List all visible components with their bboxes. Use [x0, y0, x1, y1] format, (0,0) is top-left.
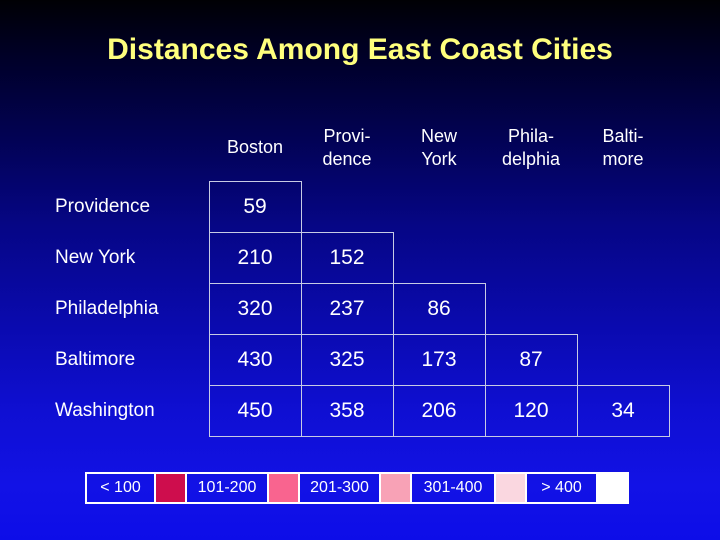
empty-cell: [485, 181, 577, 232]
matrix-row-washington: Washington 450 358 206 120 34: [55, 384, 670, 437]
slide-title: Distances Among East Coast Cities: [107, 33, 613, 66]
distance-cell-baltimore-philadelphia: 87: [484, 333, 578, 386]
distance-cell-philadelphia-new-york: 86: [392, 282, 486, 335]
distance-cell-washington-baltimore: 34: [576, 384, 670, 437]
legend-label-301-400: 301-400: [423, 479, 483, 496]
legend-label-201-300: 201-300: [310, 479, 369, 496]
row-label-baltimore: Baltimore: [55, 348, 136, 370]
distance-cell-baltimore-providence: 325: [300, 333, 394, 386]
row-label-washington: Washington: [55, 399, 155, 421]
row-label-philadelphia: Philadelphia: [55, 297, 159, 319]
matrix-corner-cell: [55, 115, 209, 181]
distance-cell-new-york-providence: 152: [300, 231, 394, 284]
empty-cell: [577, 334, 669, 385]
legend-swatch-over-400: [596, 474, 627, 502]
column-header-baltimore: Balti- more: [602, 126, 644, 169]
distance-cell-baltimore-new-york: 173: [392, 333, 486, 386]
empty-cell: [577, 181, 669, 232]
empty-cell: [485, 283, 577, 334]
empty-cell: [393, 232, 485, 283]
distance-color-legend: < 100 101-200 201-300 301-400 > 400: [85, 472, 629, 504]
column-header-philadelphia: Phila- delphia: [501, 126, 561, 169]
distance-cell-baltimore-boston: 430: [208, 333, 302, 386]
empty-cell: [301, 181, 393, 232]
distance-cell-washington-providence: 358: [300, 384, 394, 437]
distance-cell-new-york-boston: 210: [208, 231, 302, 284]
legend-swatch-301-400: [494, 474, 527, 502]
distance-cell-philadelphia-boston: 320: [208, 282, 302, 335]
distance-cell-washington-new-york: 206: [392, 384, 486, 437]
legend-swatch-101-200: [267, 474, 300, 502]
distance-cell-philadelphia-providence: 237: [300, 282, 394, 335]
column-header-providence: Provi- dence: [322, 126, 372, 169]
matrix-row-new-york: New York 210 152: [55, 231, 669, 284]
column-header-boston: Boston: [226, 137, 284, 158]
empty-cell: [485, 232, 577, 283]
distance-cell-washington-philadelphia: 120: [484, 384, 578, 437]
distance-cell-providence-boston: 59: [208, 180, 302, 233]
matrix-row-providence: Providence 59: [55, 180, 669, 233]
row-label-new-york: New York: [55, 246, 136, 268]
empty-cell: [393, 181, 485, 232]
legend-swatch-under-100: [154, 474, 187, 502]
legend-swatch-201-300: [379, 474, 412, 502]
matrix-header-row: Boston Provi- dence New York Phila- delp…: [55, 115, 669, 181]
legend-label-under-100: < 100: [100, 479, 141, 496]
matrix-row-philadelphia: Philadelphia 320 237 86: [55, 282, 669, 335]
matrix-row-baltimore: Baltimore 430 325 173 87: [55, 333, 669, 386]
empty-cell: [577, 283, 669, 334]
legend-label-101-200: 101-200: [197, 479, 257, 496]
empty-cell: [577, 232, 669, 283]
row-label-providence: Providence: [55, 195, 151, 217]
distance-matrix-table: Boston Provi- dence New York Phila- delp…: [55, 115, 670, 437]
legend-label-over-400: > 400: [541, 479, 582, 496]
distance-cell-washington-boston: 450: [208, 384, 302, 437]
column-header-new-york: New York: [420, 126, 457, 169]
